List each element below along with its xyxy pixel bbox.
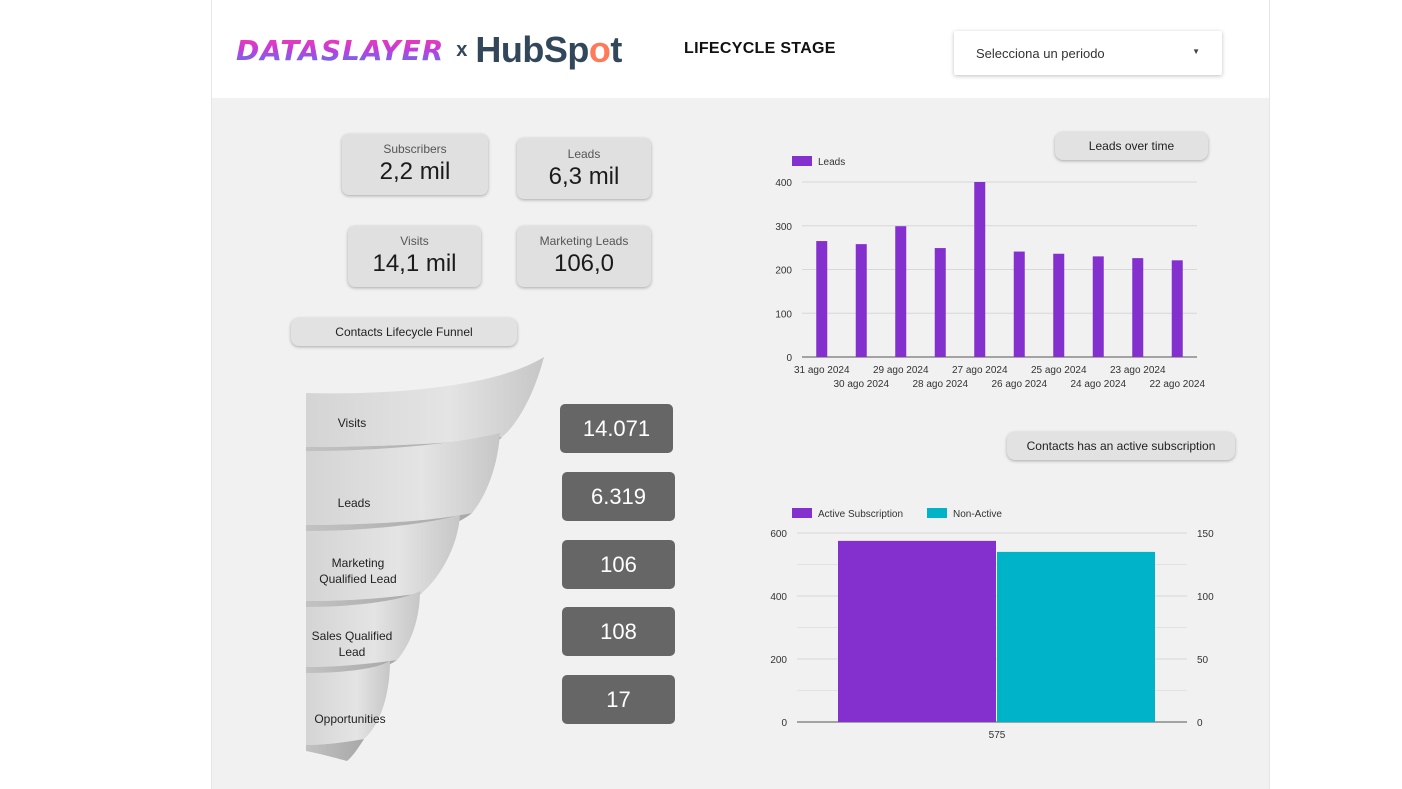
legend-label: Non-Active xyxy=(953,509,1002,520)
period-selector[interactable]: Selecciona un periodo ▼ xyxy=(954,31,1222,75)
funnel-segment-opportunities xyxy=(306,661,390,745)
y-tick-label-right: 50 xyxy=(1197,655,1209,666)
bar-leads xyxy=(1132,258,1144,357)
y-tick-label-left: 600 xyxy=(770,529,787,540)
y-tick-label-left: 0 xyxy=(781,718,787,729)
funnel-stage-label: Marketing Qualified Lead xyxy=(319,556,397,586)
legend-swatch-active xyxy=(792,508,812,518)
x-tick-label: 25 ago 2024 xyxy=(1031,365,1087,376)
legend-swatch-leads xyxy=(792,156,812,166)
y-tick-label-right: 100 xyxy=(1197,592,1214,603)
x-tick-label: 24 ago 2024 xyxy=(1070,379,1126,390)
funnel-stage-value: 106 xyxy=(562,540,675,589)
y-tick-label-left: 200 xyxy=(770,655,787,666)
x-tick-label: 23 ago 2024 xyxy=(1110,365,1166,376)
funnel-stage-value: 6.319 xyxy=(562,472,675,521)
legend-label: Leads xyxy=(818,157,845,168)
x-tick-label: 28 ago 2024 xyxy=(912,379,968,390)
kpi-value: 2,2 mil xyxy=(379,158,451,185)
hubspot-logo: HubSpot xyxy=(475,29,622,70)
funnel-stage-value: 14.071 xyxy=(560,404,673,453)
funnel-stage-value: 17 xyxy=(562,675,675,724)
kpi-card-subscribers: Subscribers 2,2 mil xyxy=(342,134,488,195)
funnel-segment-tip xyxy=(306,739,364,761)
kpi-label: Marketing Leads xyxy=(539,234,629,248)
bar-leads xyxy=(1053,253,1065,357)
funnel-segment-mql xyxy=(306,515,460,601)
kpi-value: 106,0 xyxy=(553,250,615,277)
x-tick-label: 26 ago 2024 xyxy=(991,379,1047,390)
brand-logo: DATASLAYER x HubSpot xyxy=(236,28,622,72)
funnel-stage-value: 108 xyxy=(562,607,675,656)
active-subscription-chart: 0 200 400 600 0 50 100 150 575 Active Subscriptio… xyxy=(770,508,1214,741)
bar-active-subscription xyxy=(838,540,996,722)
page-title: LIFECYCLE STAGE xyxy=(684,40,836,57)
funnel-stage-label: Leads xyxy=(337,496,371,510)
kpi-label: Subscribers xyxy=(383,142,447,156)
chart-title-leads-over-time: Leads over time xyxy=(1055,132,1208,160)
kpi-card-marketing-leads: Marketing Leads 106,0 xyxy=(517,226,651,287)
x-tick-label: 575 xyxy=(989,730,1006,741)
bar-leads xyxy=(1092,256,1104,357)
y-tick-label: 100 xyxy=(775,309,792,320)
x-tick-label: 27 ago 2024 xyxy=(952,365,1008,376)
x-tick-label: 29 ago 2024 xyxy=(873,365,929,376)
legend-label: Active Subscription xyxy=(818,509,903,520)
kpi-value: 14,1 mil xyxy=(372,250,457,277)
x-tick-label: 22 ago 2024 xyxy=(1149,379,1205,390)
kpi-label: Leads xyxy=(567,147,601,161)
funnel-stage-label: Opportunities xyxy=(314,712,386,726)
x-tick-label: 30 ago 2024 xyxy=(833,379,889,390)
y-tick-label-right: 150 xyxy=(1197,529,1214,540)
kpi-label: Visits xyxy=(400,234,429,248)
y-tick-label: 300 xyxy=(775,222,792,233)
bar-non-active xyxy=(997,551,1155,722)
kpi-card-leads: Leads 6,3 mil xyxy=(517,138,651,199)
caret-down-icon: ▼ xyxy=(1192,47,1200,56)
bar-leads xyxy=(934,248,946,357)
period-selector-placeholder: Selecciona un periodo xyxy=(976,46,1105,61)
funnel-title: Contacts Lifecycle Funnel xyxy=(291,318,517,346)
funnel-graphic xyxy=(306,357,544,761)
chart-title-active-subscription: Contacts has an active subscription xyxy=(1007,432,1235,460)
report-header: DATASLAYER x HubSpot LIFECYCLE STAGE Sel… xyxy=(212,0,1269,98)
bar-leads xyxy=(855,244,867,357)
y-tick-label: 400 xyxy=(775,178,792,189)
funnel-stage-label: Sales Qualified Lead xyxy=(311,629,393,659)
leads-over-time-chart: 0 100 200 300 400 31 ago 2024 30 ago 2024 29 ag… xyxy=(775,156,1205,390)
funnel-segment-leads xyxy=(306,433,500,525)
funnel-stage-label: Visits xyxy=(337,416,367,430)
dashboard-canvas: DATASLAYER x HubSpot LIFECYCLE STAGE Sel… xyxy=(211,0,1270,789)
y-tick-label-left: 400 xyxy=(770,592,787,603)
kpi-value: 6,3 mil xyxy=(548,163,620,190)
y-tick-label-right: 0 xyxy=(1197,718,1203,729)
bar-leads xyxy=(895,226,907,357)
kpi-card-visits: Visits 14,1 mil xyxy=(348,226,481,287)
bar-leads xyxy=(1013,251,1025,357)
bar-leads xyxy=(1171,260,1183,357)
bar-leads xyxy=(816,241,828,357)
y-tick-label: 0 xyxy=(786,353,792,364)
x-tick-label: 31 ago 2024 xyxy=(794,365,850,376)
funnel-segment-visits xyxy=(306,357,544,447)
dataslayer-logo: DATASLAYER xyxy=(236,33,445,67)
legend-swatch-non-active xyxy=(927,508,947,518)
y-tick-label: 200 xyxy=(775,266,792,277)
brand-separator: x xyxy=(456,38,468,61)
bar-leads xyxy=(974,182,986,357)
funnel-segment-sql xyxy=(306,591,420,667)
